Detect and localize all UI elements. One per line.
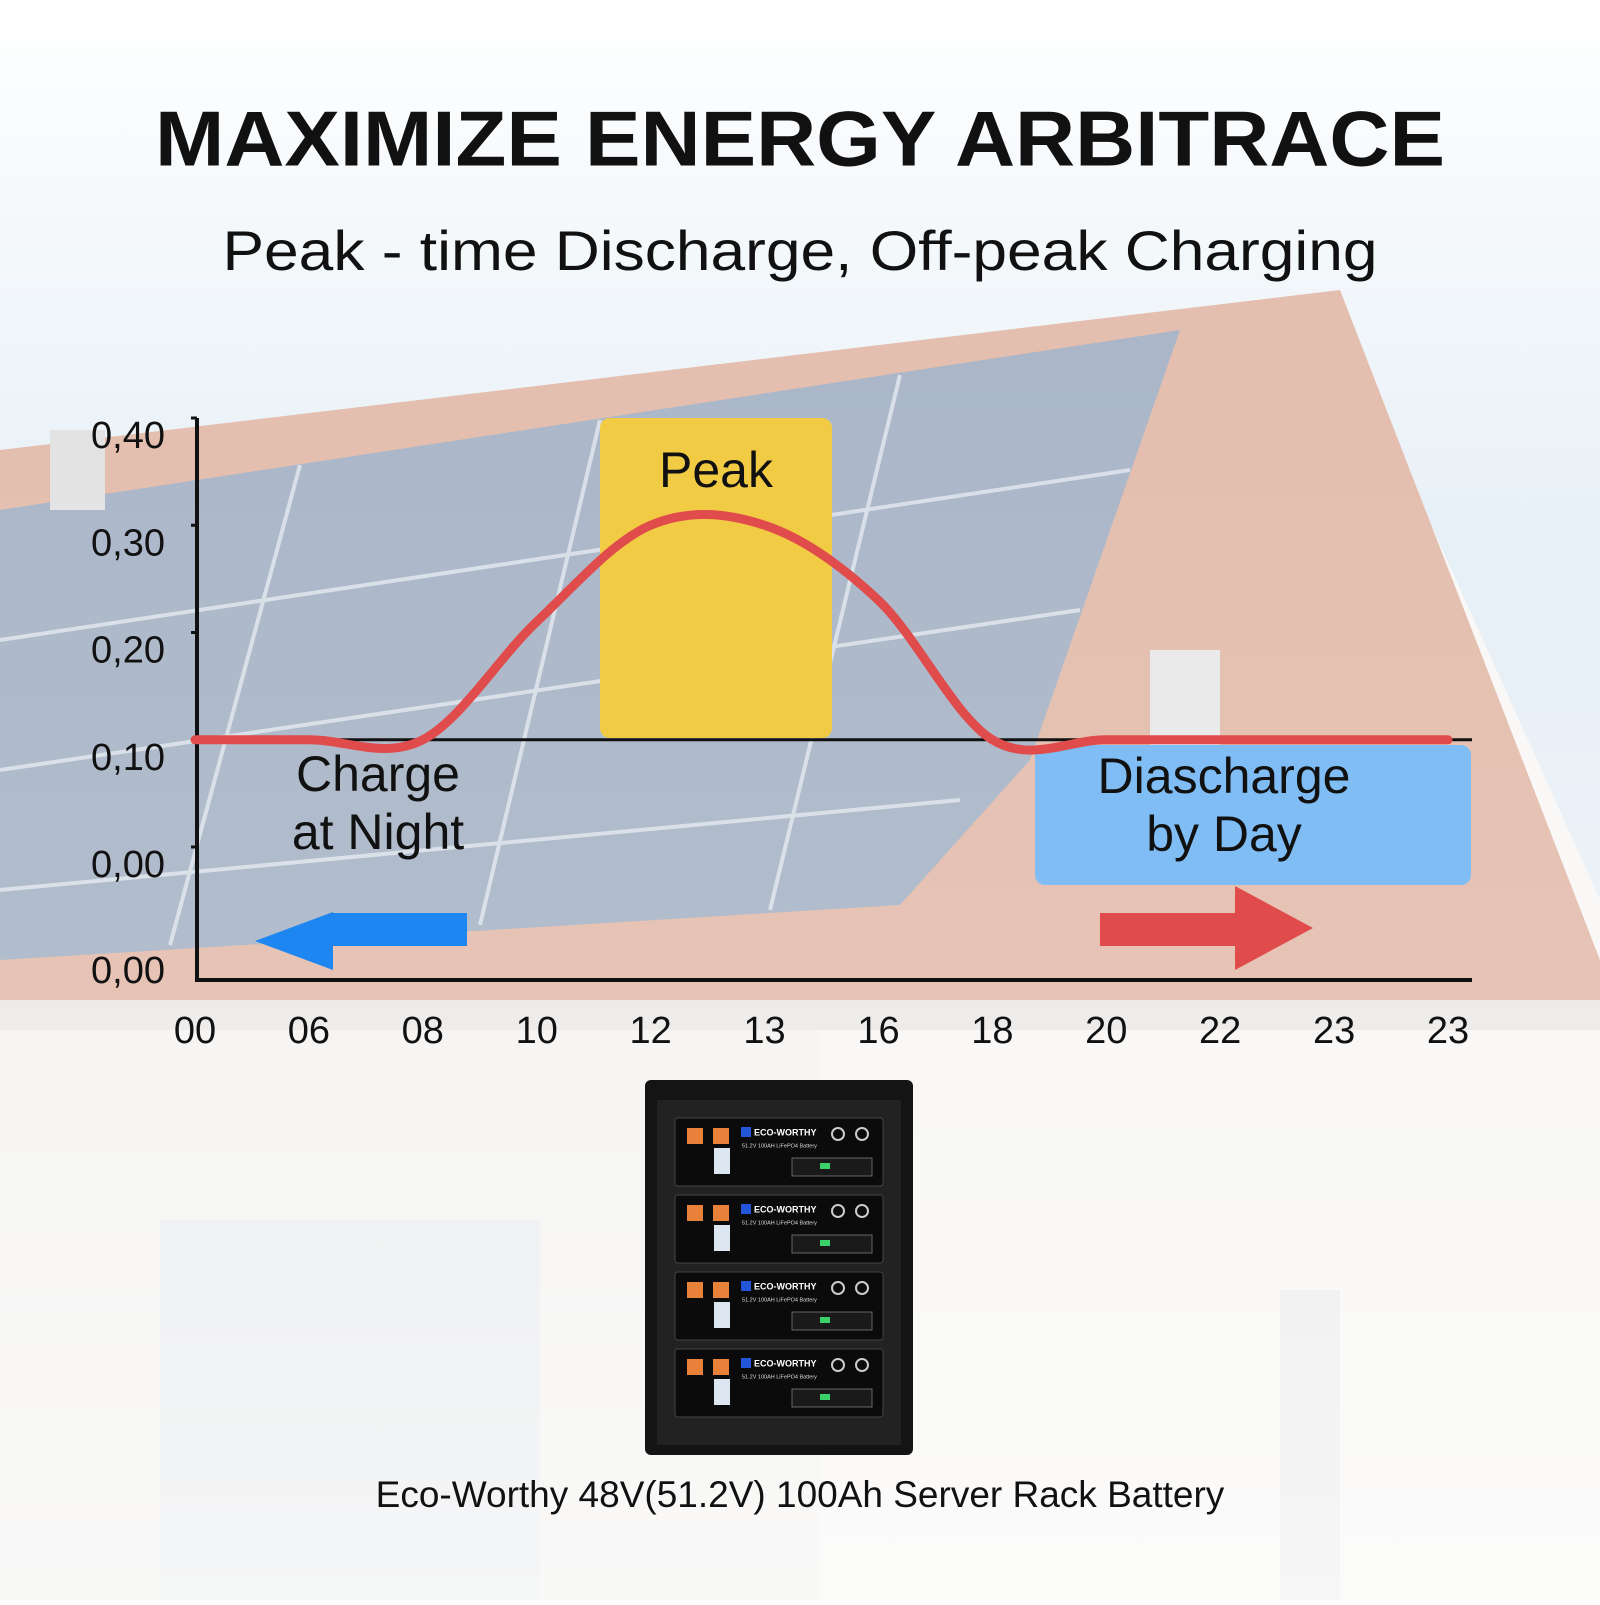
module-brand: ECO-WORTHY — [754, 1358, 817, 1368]
knob — [855, 1358, 869, 1372]
charge-label: Charge — [296, 746, 460, 802]
knob — [831, 1204, 845, 1218]
logo — [741, 1204, 751, 1214]
charge-label: at Night — [292, 804, 464, 860]
knob — [855, 1204, 869, 1218]
knob — [831, 1358, 845, 1372]
module-brand: ECO-WORTHY — [754, 1127, 817, 1137]
module-label: 51.2V 100AH LiFePO4 Battery — [742, 1297, 817, 1303]
discharge-box — [1035, 745, 1471, 885]
module-brand: ECO-WORTHY — [754, 1204, 817, 1214]
x-tick-label: 00 — [174, 1010, 216, 1052]
discharge-label: by Day — [1146, 806, 1302, 862]
x-tick-label: 13 — [743, 1010, 785, 1052]
module-brand: ECO-WORTHY — [754, 1281, 817, 1291]
x-tick-label: 12 — [629, 1010, 671, 1052]
terminal — [713, 1205, 729, 1221]
terminal — [713, 1359, 729, 1375]
title: MAXIMIZE ENERGY ARBITRACE — [155, 95, 1445, 183]
knob — [855, 1281, 869, 1295]
x-tick-label: 08 — [402, 1010, 444, 1052]
port-panel — [791, 1157, 873, 1177]
module-label: 51.2V 100AH LiFePO4 Battery — [742, 1143, 817, 1149]
battery-rack: ECO-WORTHY 51.2V 100AH LiFePO4 Battery ECO… — [645, 1080, 913, 1455]
x-tick-label: 22 — [1199, 1010, 1241, 1052]
y-tick-label: 0,00 — [91, 844, 165, 886]
x-tick-label: 06 — [288, 1010, 330, 1052]
indicator — [820, 1317, 830, 1323]
discharge-label: Diascharge — [1098, 748, 1351, 804]
y-bottom-label: 0,00 — [91, 950, 165, 992]
x-tick-label: 16 — [857, 1010, 899, 1052]
discharge-arrow — [1100, 886, 1313, 970]
knob — [855, 1127, 869, 1141]
subtitle: Peak - time Discharge, Off-peak Charging — [223, 219, 1378, 282]
y-tick-label: 0,10 — [91, 737, 165, 779]
terminal — [713, 1282, 729, 1298]
y-tick-label: 0,40 — [91, 415, 165, 457]
logo — [741, 1127, 751, 1137]
breaker — [714, 1148, 730, 1174]
y-tick-label: 0,20 — [91, 630, 165, 672]
caption: Eco-Worthy 48V(51.2V) 100Ah Server Rack … — [376, 1474, 1225, 1515]
y-tick-label: 0,30 — [91, 522, 165, 564]
indicator — [820, 1163, 830, 1169]
knob — [831, 1281, 845, 1295]
port-panel — [791, 1234, 873, 1254]
peak-box — [600, 418, 832, 738]
terminal — [687, 1282, 703, 1298]
terminal — [687, 1205, 703, 1221]
x-tick-label: 10 — [516, 1010, 558, 1052]
x-tick-label: 20 — [1085, 1010, 1127, 1052]
logo — [741, 1358, 751, 1368]
module-label: 51.2V 100AH LiFePO4 Battery — [742, 1374, 817, 1380]
price-line — [190, 509, 1453, 755]
indicator — [820, 1394, 830, 1400]
terminal — [687, 1128, 703, 1144]
logo — [741, 1281, 751, 1291]
x-tick-label: 23 — [1427, 1010, 1469, 1052]
port-panel — [791, 1388, 873, 1408]
breaker — [714, 1302, 730, 1328]
terminal — [687, 1359, 703, 1375]
indicator — [820, 1240, 830, 1246]
breaker — [714, 1225, 730, 1251]
charge-arrow — [255, 912, 467, 970]
port-panel — [791, 1311, 873, 1331]
module-label: 51.2V 100AH LiFePO4 Battery — [742, 1220, 817, 1226]
knob — [831, 1127, 845, 1141]
x-tick-label: 18 — [971, 1010, 1013, 1052]
terminal — [713, 1128, 729, 1144]
peak-label: Peak — [659, 442, 774, 498]
x-tick-label: 23 — [1313, 1010, 1355, 1052]
breaker — [714, 1379, 730, 1405]
